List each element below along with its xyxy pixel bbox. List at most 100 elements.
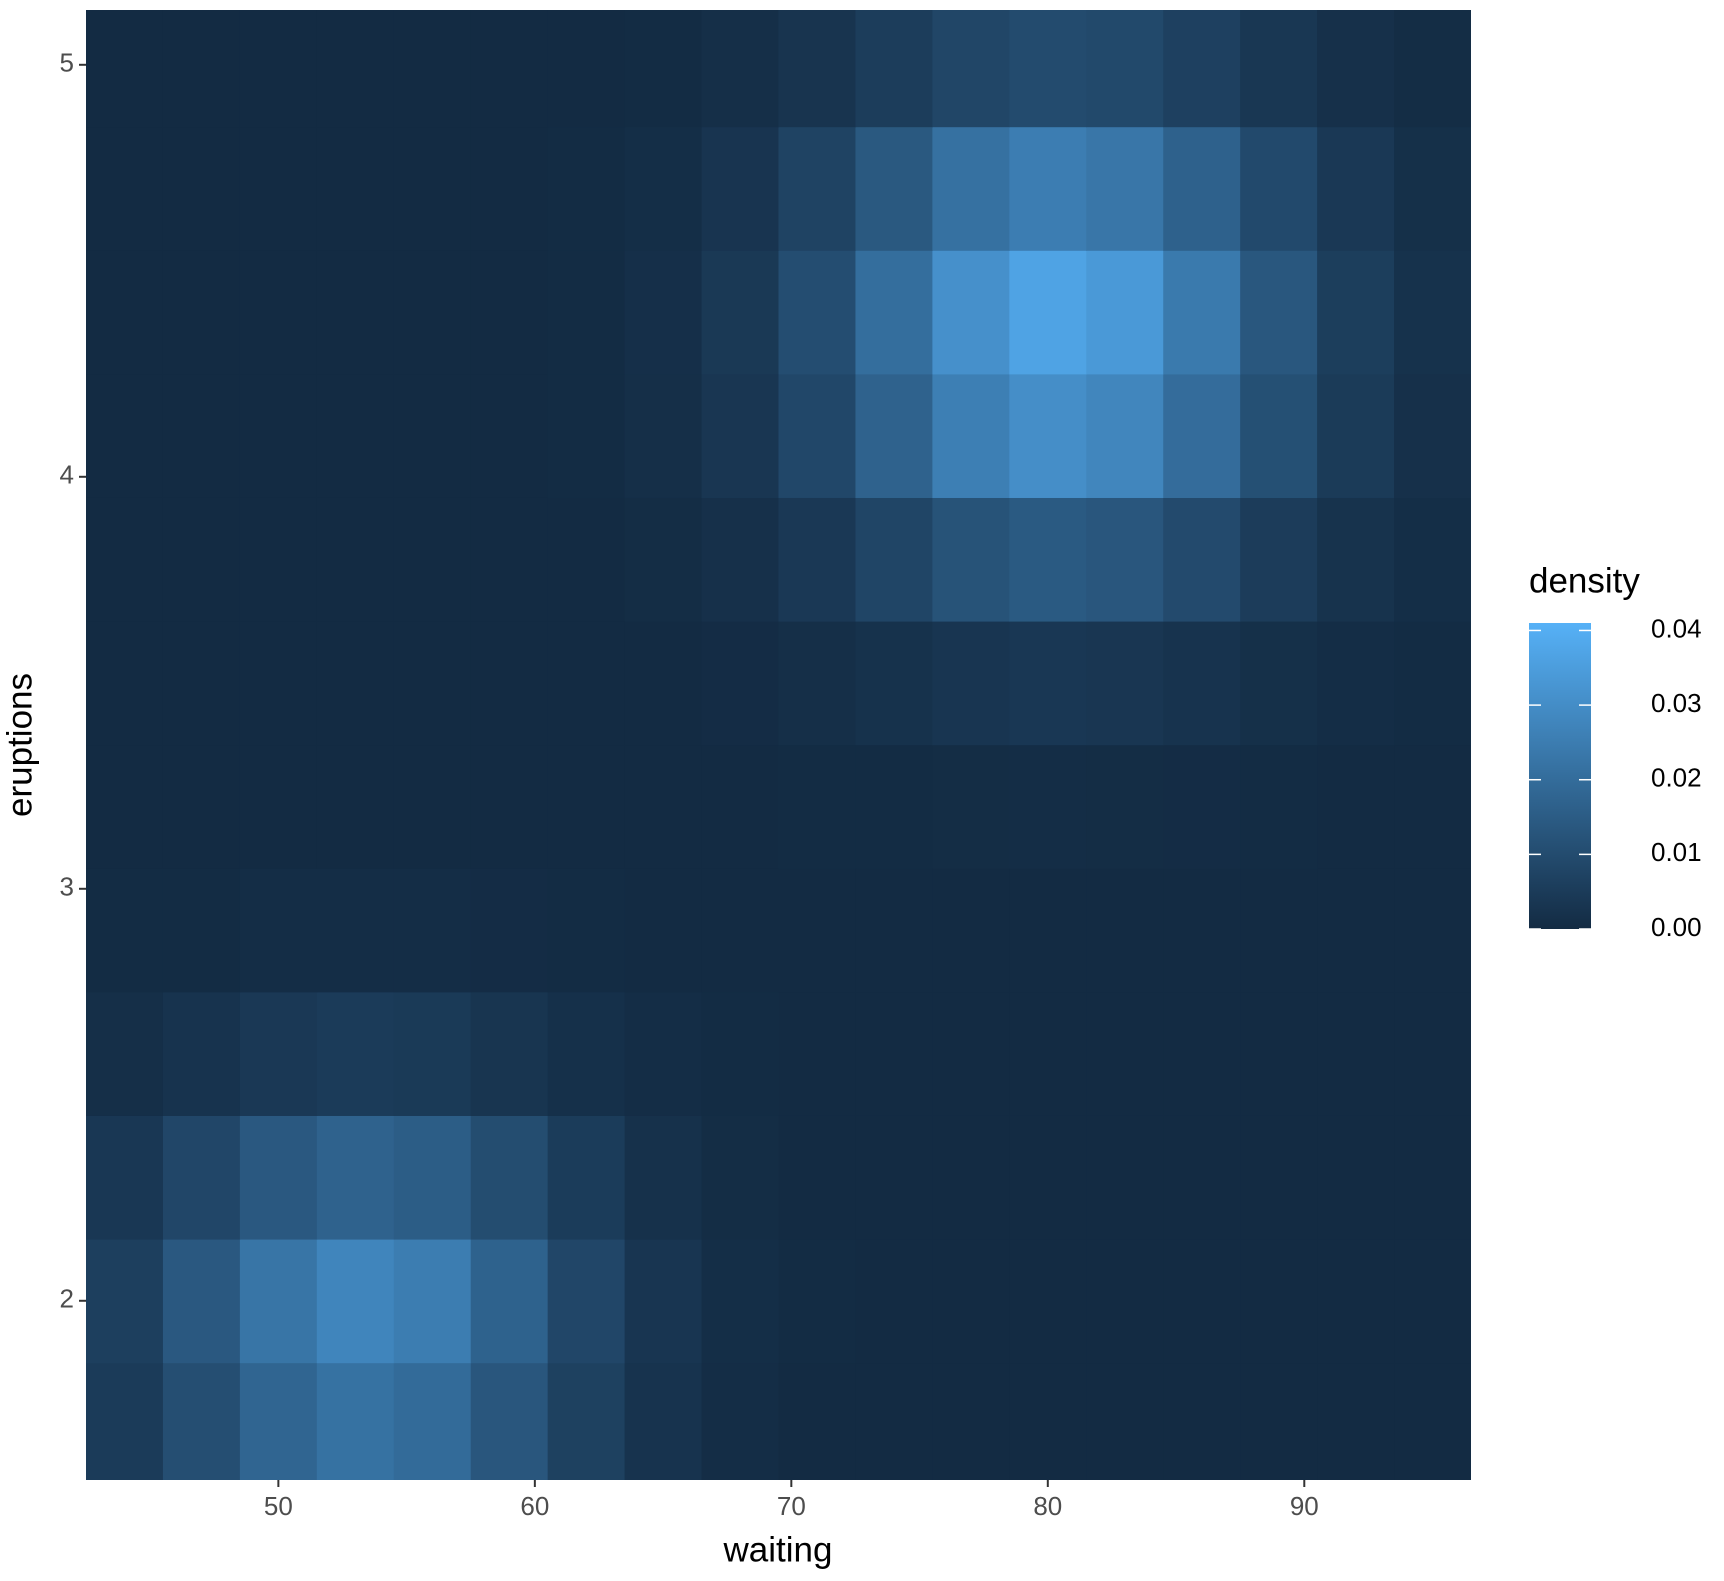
heatmap-cell [1009, 250, 1087, 375]
heatmap-cell [1240, 373, 1318, 498]
heatmap-cell [624, 497, 703, 622]
heatmap-cell [778, 1362, 857, 1480]
heatmap-cell [86, 1362, 164, 1480]
heatmap-cell [470, 373, 549, 498]
heatmap-cell [1394, 744, 1471, 869]
heatmap-cell [86, 10, 164, 128]
heatmap-cell [1240, 868, 1318, 993]
y-tick-label: 3 [60, 872, 74, 902]
heatmap-cell [86, 744, 164, 869]
heatmap-cell [1240, 1238, 1318, 1364]
heatmap-cell [547, 991, 626, 1116]
heatmap-cell [316, 10, 395, 128]
heatmap-cell [470, 10, 549, 128]
heatmap-cell [162, 250, 241, 375]
heatmap-cell [1240, 497, 1318, 622]
colorbar-label: 0.04 [1651, 613, 1702, 643]
heatmap-cell [1163, 1115, 1241, 1240]
heatmap-cell [1317, 250, 1395, 375]
y-axis-title: eruptions [0, 673, 39, 817]
heatmap-cell [316, 991, 395, 1116]
heatmap-cell [393, 497, 472, 622]
heatmap-cell [1394, 126, 1471, 251]
colorbar-label: 0.03 [1651, 688, 1702, 718]
heatmap-cell [239, 250, 318, 375]
x-axis-title: waiting [723, 1530, 833, 1569]
x-tick-label: 50 [264, 1491, 293, 1521]
colorbar [1529, 623, 1591, 929]
heatmap-cell [86, 1238, 164, 1364]
heatmap-cell [701, 991, 780, 1116]
colorbar-label: 0.01 [1651, 837, 1702, 867]
heatmap-cell [239, 1362, 318, 1480]
heatmap-cell [162, 10, 241, 128]
heatmap-cell [316, 126, 395, 251]
heatmap-cell [624, 1115, 703, 1240]
heatmap-cell [316, 1362, 395, 1480]
heatmap-cell [1240, 1115, 1318, 1240]
heatmap-cell [932, 1362, 1010, 1480]
heatmap-cell [393, 991, 472, 1116]
heatmap-cell [932, 991, 1010, 1116]
heatmap-cell [855, 620, 933, 746]
heatmap-cell [778, 1238, 857, 1364]
heatmap-cell [1394, 10, 1471, 128]
heatmap-cell [1009, 497, 1087, 622]
heatmap-cell [778, 744, 857, 869]
heatmap-cell [470, 497, 549, 622]
heatmap-cell [1163, 126, 1241, 251]
y-tick-label: 5 [60, 48, 74, 78]
heatmap-cell [932, 250, 1010, 375]
heatmap-cell [1086, 1362, 1164, 1480]
heatmap-cell [624, 1362, 703, 1480]
heatmap-cell [1240, 10, 1318, 128]
heatmap-cell [86, 1115, 164, 1240]
heatmap-cell [316, 497, 395, 622]
heatmap-cell [855, 1362, 933, 1480]
heatmap-cell [855, 10, 933, 128]
heatmap-cell [547, 126, 626, 251]
heatmap-cell [778, 991, 857, 1116]
heatmap-cell [1240, 126, 1318, 251]
heatmap-cell [162, 744, 241, 869]
heatmap-cell [1394, 1238, 1471, 1364]
heatmap-cell [932, 126, 1010, 251]
heatmap-cell [239, 126, 318, 251]
y-tick-label: 2 [60, 1284, 74, 1314]
heatmap-cell [1086, 1238, 1164, 1364]
heatmap-cell [932, 744, 1010, 869]
heatmap-cell [1009, 991, 1087, 1116]
heatmap-cell [701, 497, 780, 622]
heatmap-cell [547, 1362, 626, 1480]
colorbar-label: 0.02 [1651, 763, 1702, 793]
heatmap-cell [624, 10, 703, 128]
heatmap-cell [1317, 1362, 1395, 1480]
heatmap-cell [547, 744, 626, 869]
heatmap-cell [1394, 250, 1471, 375]
heatmap-cell [932, 1115, 1010, 1240]
heatmap-cell [1086, 10, 1164, 128]
heatmap-cell [470, 868, 549, 993]
heatmap-cell [470, 1115, 549, 1240]
heatmap-cell [547, 868, 626, 993]
heatmap-cell [547, 373, 626, 498]
heatmap-cell [547, 1115, 626, 1240]
heatmap-cell [932, 620, 1010, 746]
heatmap-cell [1009, 1238, 1087, 1364]
heatmap-cell [316, 1238, 395, 1364]
heatmap-cell [1394, 868, 1471, 993]
heatmap-cell [239, 744, 318, 869]
heatmap-cell [470, 744, 549, 869]
heatmap-cell [701, 868, 780, 993]
heatmap-cell [316, 620, 395, 746]
heatmap-cell [1086, 373, 1164, 498]
heatmap-cell [470, 250, 549, 375]
heatmap-cell [316, 868, 395, 993]
heatmap-cells [86, 10, 1471, 1480]
heatmap-cell [624, 250, 703, 375]
colorbar-label: 0.00 [1651, 912, 1702, 942]
heatmap-cell [1317, 1115, 1395, 1240]
heatmap-cell [1163, 1238, 1241, 1364]
heatmap-cell [1163, 991, 1241, 1116]
